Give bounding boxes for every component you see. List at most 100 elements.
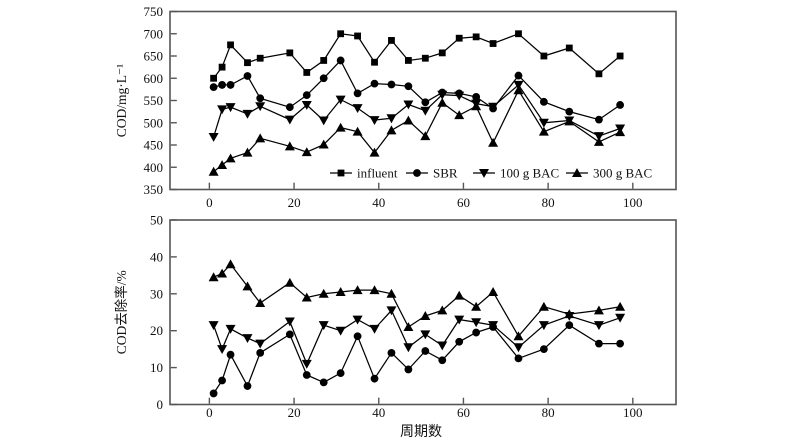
circle-marker — [514, 354, 523, 363]
triangle-down-marker — [255, 102, 266, 112]
triangle-up-marker — [471, 101, 482, 111]
triangle-down-marker — [538, 118, 549, 128]
circle-marker — [336, 56, 345, 65]
series-line — [213, 263, 621, 338]
series-300-g-bac — [208, 85, 626, 176]
triangle-up-marker — [242, 281, 253, 291]
circle-marker — [319, 378, 328, 387]
triangle-down-marker — [208, 132, 219, 142]
triangle-down-marker — [255, 339, 266, 349]
triangle-down-marker — [225, 103, 236, 113]
square-marker — [303, 69, 311, 76]
triangle-up-marker — [208, 272, 219, 282]
triangle-down-marker — [593, 321, 604, 331]
circle-marker — [218, 81, 226, 89]
triangle-down-marker — [335, 95, 346, 105]
circle-marker — [370, 79, 379, 88]
series-100-g-bac — [208, 80, 626, 142]
square-marker — [472, 33, 480, 41]
y-tick-label: 40 — [150, 249, 163, 264]
circle-marker — [387, 348, 396, 357]
x-axis-title: 周期数 — [400, 424, 442, 440]
circle-marker — [514, 71, 523, 80]
triangle-down-marker — [454, 315, 465, 325]
legend-label: 300 g BAC — [593, 166, 652, 181]
circle-marker — [302, 91, 311, 100]
triangle-up-marker — [420, 131, 431, 141]
triangle-down-marker — [369, 116, 380, 125]
triangle-down-marker — [335, 326, 346, 336]
square-marker — [371, 58, 378, 66]
legend-item-influent: influent — [330, 166, 398, 181]
square-marker — [595, 70, 603, 78]
triangle-up-marker — [217, 160, 228, 170]
triangle-down-marker — [386, 114, 397, 124]
triangle-up-marker — [255, 298, 266, 308]
x-tick-label: 0 — [206, 405, 213, 420]
triangle-down-marker — [369, 324, 380, 334]
square-marker — [455, 34, 463, 42]
triangle-up-marker — [352, 285, 363, 295]
square-marker — [286, 49, 294, 57]
circle-marker — [353, 89, 362, 98]
circle-marker — [595, 339, 603, 348]
legend-label: 100 g BAC — [500, 166, 559, 181]
circle-marker — [226, 350, 235, 359]
triangle-down-marker — [488, 102, 499, 112]
triangle-down-marker — [420, 106, 431, 116]
triangle-up-marker — [538, 126, 549, 136]
circle-marker — [243, 382, 252, 390]
circle-marker — [370, 374, 379, 383]
x-tick-label: 100 — [623, 195, 643, 210]
circle-marker — [539, 97, 548, 106]
circle-marker — [209, 389, 218, 398]
circle-marker — [336, 369, 345, 378]
circle-marker — [353, 332, 362, 341]
x-tick-label: 20 — [288, 195, 301, 210]
series-line — [213, 83, 621, 138]
x-tick-label: 40 — [372, 405, 385, 420]
triangle-up-marker — [488, 137, 499, 147]
y-tick-label: 600 — [144, 71, 164, 86]
x-tick-label: 60 — [457, 195, 470, 210]
triangle-up-marker — [242, 147, 253, 157]
x-tick-label: 100 — [623, 405, 643, 420]
circle-marker — [595, 115, 603, 124]
square-marker — [256, 54, 264, 62]
circle-marker — [285, 103, 294, 112]
triangle-down-marker — [471, 318, 482, 328]
triangle-down-marker — [301, 100, 312, 110]
triangle-up-marker — [615, 301, 626, 311]
y-tick-label: 650 — [144, 49, 164, 64]
triangle-down-marker — [420, 330, 431, 340]
triangle-down-legend-marker — [479, 169, 489, 178]
y-axis-title: COD去除率/% — [113, 270, 129, 354]
triangle-up-marker — [615, 127, 626, 137]
circle-marker — [565, 321, 574, 330]
triangle-up-marker — [318, 139, 329, 149]
circle-marker — [285, 330, 294, 339]
x-tick-label: 60 — [457, 405, 470, 420]
triangle-down-marker — [437, 90, 448, 100]
circle-marker — [404, 365, 413, 374]
y-tick-label: 450 — [144, 138, 164, 153]
triangle-up-marker — [593, 305, 604, 315]
triangle-up-marker — [420, 311, 431, 320]
triangle-down-marker — [386, 306, 397, 316]
x-tick-label: 80 — [542, 195, 555, 210]
triangle-down-marker — [454, 91, 465, 101]
triangle-down-marker — [284, 115, 295, 125]
circle-marker — [472, 93, 481, 101]
triangle-up-marker — [564, 309, 575, 319]
triangle-down-marker — [403, 343, 414, 353]
series-line — [213, 59, 621, 121]
triangle-up-marker — [208, 166, 219, 176]
triangle-down-marker — [217, 105, 228, 115]
circle-marker — [539, 345, 548, 354]
circle-marker — [455, 337, 464, 346]
triangle-up-marker — [386, 125, 397, 135]
triangle-up-marker — [454, 290, 465, 300]
circle-marker — [387, 80, 396, 89]
x-tick-label: 40 — [372, 195, 385, 210]
series-sbr — [209, 56, 625, 124]
